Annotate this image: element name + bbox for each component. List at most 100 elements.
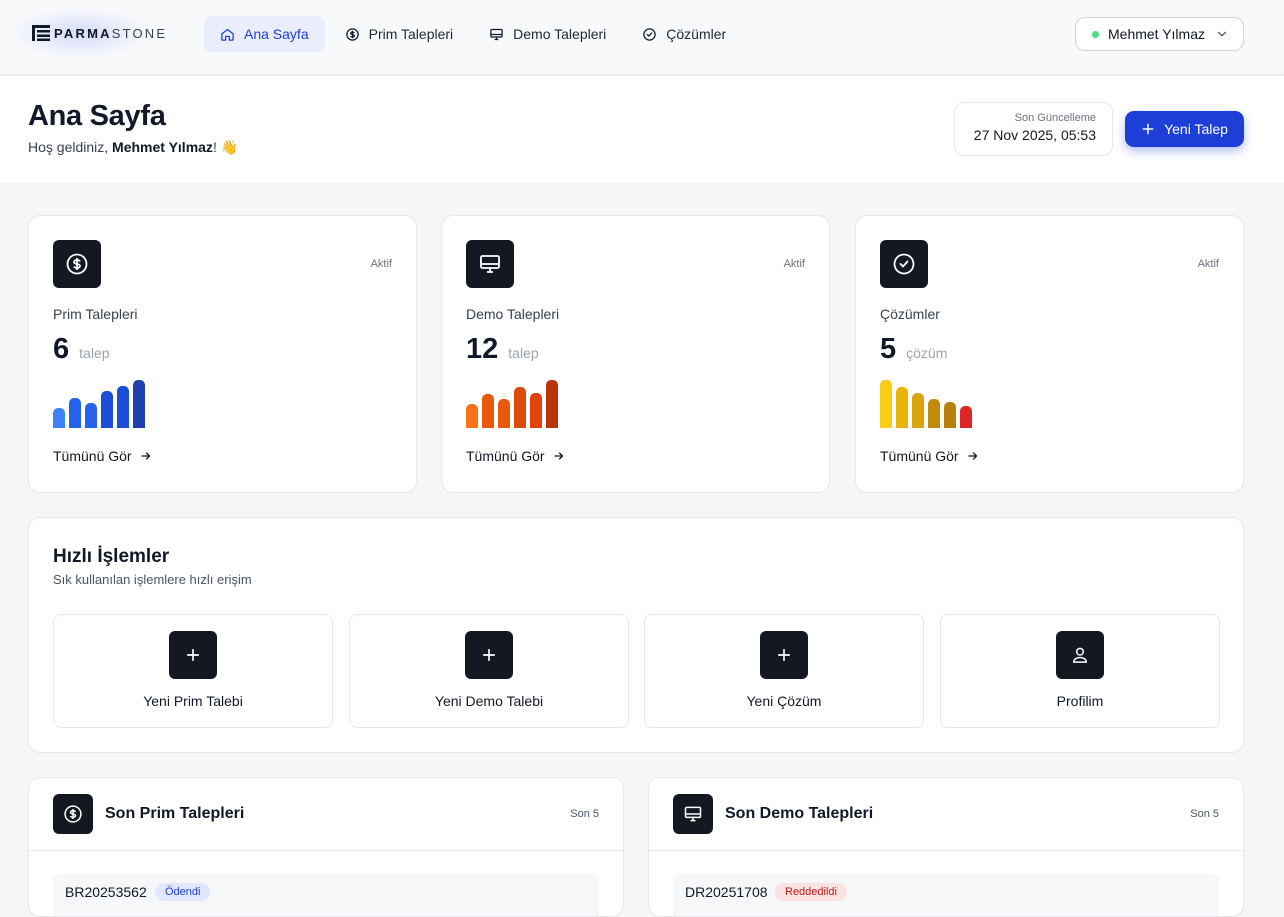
stat-number: 5: [880, 333, 897, 365]
monitor-icon: [490, 28, 503, 40]
stat-card-prim: Aktif Prim Talepleri 6 talep Tümünü Gör: [28, 215, 417, 493]
spark-bar: [466, 404, 478, 428]
spark-bar: [133, 380, 145, 428]
dollar-circle-icon: [64, 805, 82, 823]
plus-icon: [482, 648, 496, 662]
recent-panel-title: Son Prim Talepleri: [105, 805, 245, 822]
spark-bar: [896, 387, 908, 428]
recent-count-label: Son 5: [570, 808, 599, 820]
request-id: DR20251708: [685, 884, 768, 900]
spark-bar: [928, 399, 940, 428]
quick-action-label: Profilim: [1056, 693, 1104, 709]
stat-sparkbars: [466, 376, 616, 428]
view-all-link[interactable]: Tümünü Gör: [466, 448, 565, 464]
monitor-icon: [684, 806, 702, 822]
nav-item-cozumler[interactable]: Çözümler: [626, 16, 742, 52]
quick-action-profile[interactable]: Profilim: [940, 614, 1220, 728]
stat-icon-box: [466, 240, 514, 288]
page-header: Ana Sayfa Hoş geldiniz, Mehmet Yılmaz! 👋…: [0, 76, 1284, 183]
nav-item-demo-talepleri[interactable]: Demo Talepleri: [473, 16, 622, 52]
spark-bar: [498, 399, 510, 428]
qa-icon-box: [465, 631, 513, 679]
nav-item-ana-sayfa[interactable]: Ana Sayfa: [204, 16, 325, 52]
recent-demo-panel: Son Demo Talepleri Son 5 DR20251708 Redd…: [648, 777, 1244, 917]
stat-count: 12 talep: [466, 333, 539, 366]
nav-item-prim-talepleri[interactable]: Prim Talepleri: [329, 16, 470, 52]
view-all-link[interactable]: Tümünü Gör: [53, 448, 152, 464]
spark-bar: [880, 380, 892, 428]
recent-panel-header: Son Demo Talepleri Son 5: [649, 778, 1243, 851]
arrow-right-icon: [967, 452, 977, 460]
stat-title: Demo Talepleri: [466, 306, 560, 322]
monitor-icon: [480, 255, 500, 273]
quick-action-new-demo[interactable]: Yeni Demo Talebi: [349, 614, 629, 728]
stat-sparkbars: [880, 376, 1030, 428]
stat-unit: talep: [508, 345, 539, 361]
stat-status: Aktif: [783, 258, 805, 270]
stat-card-demo: Aktif Demo Talepleri 12 talep Tümünü Gör: [441, 215, 830, 493]
recent-icon-box: [53, 794, 93, 834]
plus-icon: [1142, 123, 1154, 135]
spark-bar: [53, 408, 65, 428]
chevron-down-icon: [1217, 31, 1227, 37]
recent-panel-title: Son Demo Talepleri: [725, 805, 874, 822]
dollar-circle-icon: [345, 27, 359, 41]
stat-icon-box: [880, 240, 928, 288]
welcome-user-name: Mehmet Yılmaz: [112, 139, 213, 155]
home-icon: [221, 28, 234, 41]
nav-item-label: Demo Talepleri: [513, 26, 607, 42]
spark-bar: [69, 398, 81, 428]
qa-icon-box: [169, 631, 217, 679]
plus-icon: [777, 648, 791, 662]
spark-bar: [482, 394, 494, 428]
last-update-value: 27 Nov 2025, 05:53: [973, 127, 1096, 143]
user-menu-button[interactable]: Mehmet Yılmaz: [1075, 17, 1244, 51]
stat-number: 6: [53, 333, 70, 365]
new-request-label: Yeni Talep: [1164, 121, 1228, 137]
spark-bar: [546, 380, 558, 428]
spark-bar: [85, 403, 97, 428]
request-id: BR20253562: [65, 884, 147, 900]
recent-panel-header: Son Prim Talepleri Son 5: [29, 778, 623, 851]
quick-action-new-solution[interactable]: Yeni Çözüm: [644, 614, 924, 728]
check-circle-icon: [643, 27, 657, 41]
spark-bar: [117, 386, 129, 428]
stat-number: 12: [466, 333, 499, 365]
nav-item-label: Çözümler: [666, 26, 727, 42]
recent-demo-row[interactable]: DR20251708 Reddedildi: [673, 874, 1219, 916]
welcome-message: Hoş geldiniz, Mehmet Yılmaz! 👋: [28, 139, 239, 155]
qa-icon-box: [760, 631, 808, 679]
quick-action-label: Yeni Demo Talebi: [434, 693, 544, 709]
brand-name: PARMASTONE: [54, 25, 168, 41]
plus-icon: [186, 648, 200, 662]
stat-count: 5 çözüm: [880, 333, 947, 366]
recent-prim-row[interactable]: BR20253562 Ödendi: [53, 874, 599, 916]
qa-icon-box: [1056, 631, 1104, 679]
online-status-dot: [1092, 30, 1099, 38]
view-all-link[interactable]: Tümünü Gör: [880, 448, 979, 464]
spark-bar: [912, 393, 924, 428]
new-request-button[interactable]: Yeni Talep: [1125, 111, 1244, 147]
brand-logo[interactable]: PARMASTONE: [32, 25, 167, 41]
arrow-right-icon: [553, 452, 563, 460]
stat-icon-box: [53, 240, 101, 288]
quick-action-label: Yeni Çözüm: [746, 693, 822, 709]
stat-unit: talep: [79, 345, 110, 361]
recent-icon-box: [673, 794, 713, 834]
main-nav: Ana Sayfa Prim Talepleri Demo Talepleri …: [204, 16, 742, 52]
spark-bar: [514, 387, 526, 428]
quick-action-new-prim[interactable]: Yeni Prim Talebi: [53, 614, 333, 728]
page-title: Ana Sayfa: [28, 100, 166, 132]
stat-count: 6 talep: [53, 333, 110, 366]
stat-status: Aktif: [370, 258, 392, 270]
quick-actions-panel: Hızlı İşlemler Sık kullanılan işlemlere …: [28, 517, 1244, 753]
last-update-box: Son Güncelleme 27 Nov 2025, 05:53: [954, 102, 1113, 156]
recent-count-label: Son 5: [1190, 808, 1219, 820]
spark-bar: [530, 393, 542, 428]
spark-bar: [960, 406, 972, 428]
nav-item-label: Prim Talepleri: [368, 26, 454, 42]
arrow-right-icon: [140, 452, 150, 460]
status-badge: Reddedildi: [775, 883, 847, 901]
quick-actions-subtitle: Sık kullanılan işlemlere hızlı erişim: [53, 572, 252, 587]
top-navbar: PARMASTONE Ana Sayfa Prim Talepleri Demo…: [0, 0, 1284, 75]
